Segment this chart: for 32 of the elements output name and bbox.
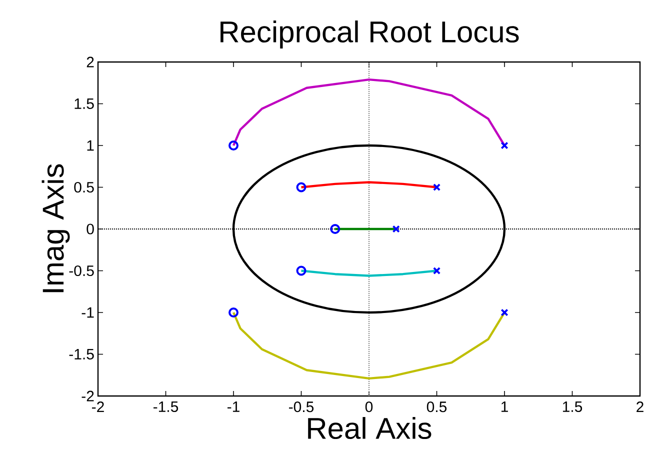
y-tick-label: 1 — [87, 140, 94, 151]
point — [296, 266, 306, 276]
x-tick-label: -1.5 — [153, 402, 178, 412]
y-tick-label: -0.5 — [69, 265, 94, 276]
point — [432, 266, 441, 275]
point — [500, 308, 508, 316]
y-tick-label: -1.5 — [69, 349, 94, 360]
point — [392, 225, 400, 233]
x-tick-label: 0.5 — [426, 402, 447, 412]
x-tick-label: 0 — [365, 402, 373, 412]
line-series — [232, 78, 506, 147]
x-axis-title: Real Axis — [308, 417, 432, 440]
y-tick-label: 1.5 — [74, 98, 94, 109]
point — [296, 182, 306, 192]
y-tick-label: 0.5 — [74, 182, 94, 193]
point — [500, 142, 508, 150]
x-tick-label: -0.5 — [288, 402, 314, 412]
y-tick-label: -1 — [82, 307, 94, 318]
chart-title: Reciprocal Root Locus — [220, 20, 519, 48]
line-series — [232, 311, 506, 380]
x-tick-label: 2 — [636, 402, 644, 412]
y-tick-label: -2 — [82, 390, 94, 402]
x-tick-label: 1.5 — [562, 402, 582, 412]
x-tick-label: -1 — [227, 402, 240, 412]
x-tick-label: 1 — [501, 402, 508, 412]
point — [228, 140, 239, 151]
point — [432, 183, 441, 192]
point — [228, 308, 239, 318]
point — [330, 224, 340, 234]
y-tick-label: 2 — [86, 56, 94, 68]
y-axis-title: Imag Axis — [42, 164, 70, 292]
y-tick-label: 0 — [86, 224, 94, 234]
